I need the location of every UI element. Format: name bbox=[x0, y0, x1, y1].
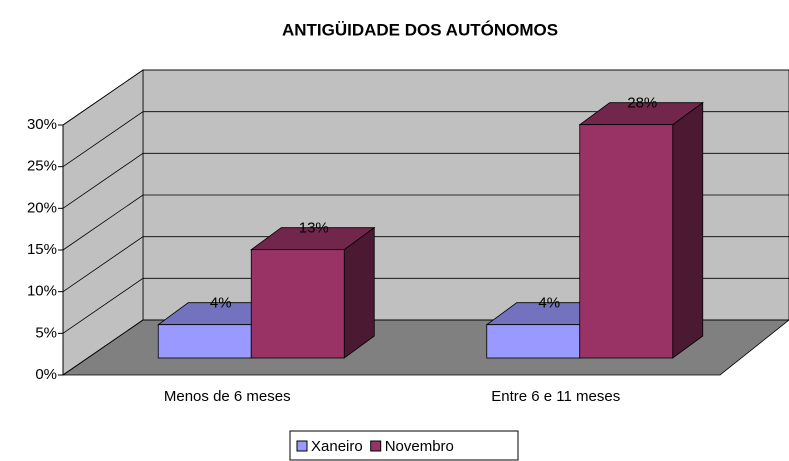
data-label: 13% bbox=[299, 220, 329, 237]
grid-line bbox=[62, 69, 789, 126]
y-tick-label: 25% bbox=[27, 158, 57, 175]
bar-side bbox=[343, 226, 375, 359]
chart-title: ANTIGÜIDADE DOS AUTÓNOMOS bbox=[282, 20, 558, 39]
y-tick-label: 15% bbox=[27, 241, 57, 258]
bar-front bbox=[486, 324, 581, 359]
bar bbox=[250, 226, 376, 359]
grid-line bbox=[62, 111, 789, 167]
legend-swatch bbox=[370, 440, 382, 452]
grid-line bbox=[62, 277, 789, 334]
bar-front bbox=[250, 249, 345, 359]
data-label: 4% bbox=[538, 295, 560, 312]
bar-front bbox=[157, 324, 252, 359]
bar-side bbox=[672, 101, 704, 359]
data-label: 28% bbox=[627, 95, 657, 112]
bar-front bbox=[579, 124, 674, 359]
legend-label: Novembro bbox=[385, 438, 454, 455]
bar bbox=[578, 101, 704, 359]
grid-line bbox=[62, 152, 789, 209]
legend-swatch bbox=[296, 440, 308, 452]
y-tick-label: 10% bbox=[27, 283, 57, 300]
grid-line bbox=[62, 236, 789, 292]
grid-line bbox=[62, 194, 789, 251]
legend: Xaneiro Novembro bbox=[289, 430, 519, 461]
y-tick-label: 30% bbox=[27, 116, 57, 133]
x-tick-label: Entre 6 e 11 meses bbox=[491, 388, 620, 405]
legend-box bbox=[289, 430, 519, 461]
y-tick-label: 0% bbox=[35, 366, 57, 383]
y-tick-label: 5% bbox=[35, 324, 57, 341]
legend-label: Xaneiro bbox=[311, 438, 363, 455]
y-tick-label: 20% bbox=[27, 199, 57, 216]
data-label: 4% bbox=[210, 295, 232, 312]
x-tick-label: Menos de 6 meses bbox=[164, 388, 291, 405]
